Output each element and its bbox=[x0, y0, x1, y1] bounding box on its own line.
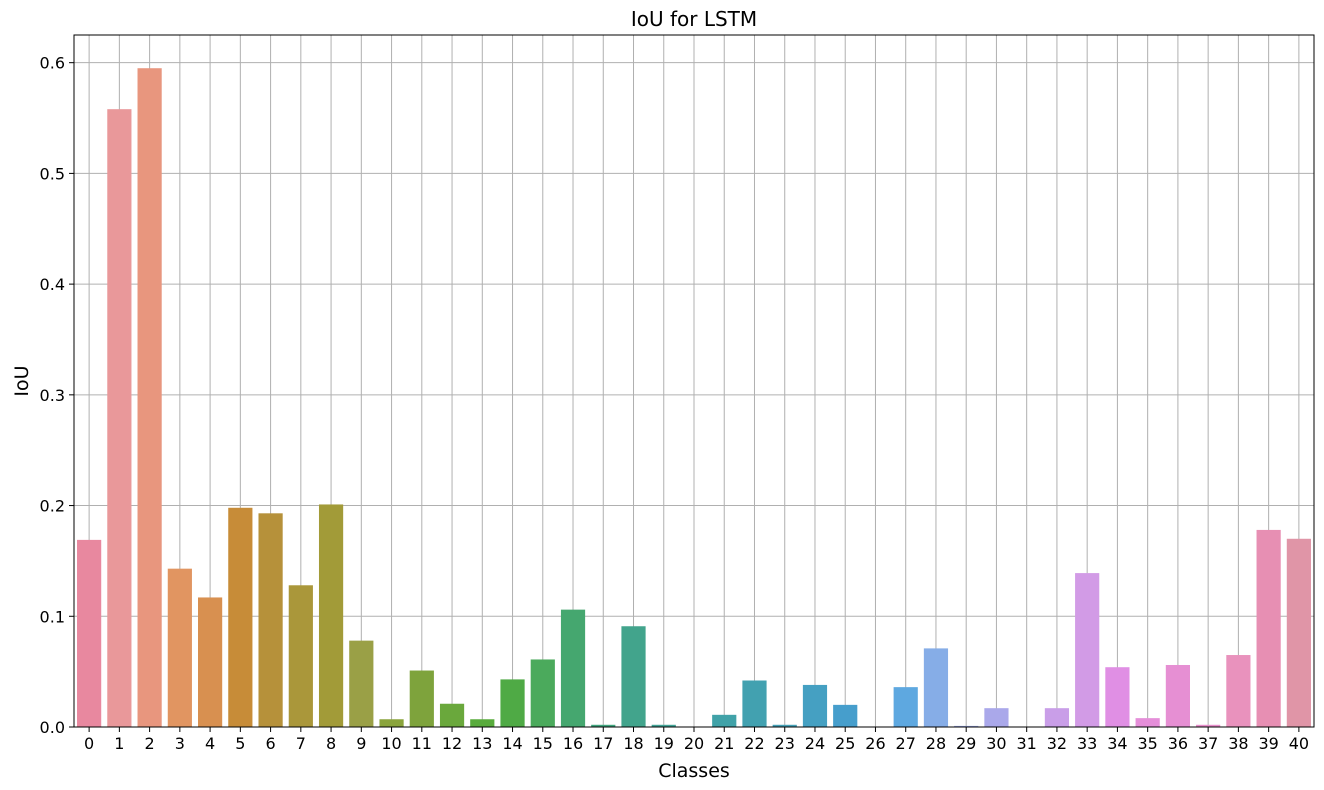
x-tick-label: 14 bbox=[502, 734, 522, 753]
x-axis-ticks: 0 1 2 3 4 5 6 7 8 9 10 11 12 13 14 15 16 17 18 19 20 21 22 23 24… bbox=[84, 727, 1309, 753]
x-tick-label: 7 bbox=[296, 734, 306, 753]
x-tick-label: 17 bbox=[593, 734, 613, 753]
x-tick-label: 33 bbox=[1077, 734, 1097, 753]
y-tick-label: 0.0 bbox=[40, 718, 65, 737]
y-tick-label: 0.2 bbox=[40, 497, 65, 516]
bar-class-40 bbox=[1286, 538, 1311, 727]
bar-class-39 bbox=[1256, 529, 1281, 727]
x-tick-label: 13 bbox=[472, 734, 492, 753]
x-tick-label: 5 bbox=[235, 734, 245, 753]
x-tick-label: 39 bbox=[1258, 734, 1278, 753]
x-tick-label: 1 bbox=[114, 734, 124, 753]
x-tick-label: 35 bbox=[1137, 734, 1157, 753]
bar-class-33 bbox=[1075, 573, 1100, 727]
x-tick-label: 6 bbox=[265, 734, 275, 753]
bar-class-18 bbox=[621, 626, 646, 727]
x-tick-label: 4 bbox=[205, 734, 215, 753]
x-tick-label: 34 bbox=[1107, 734, 1127, 753]
bar-class-7 bbox=[288, 585, 313, 727]
x-tick-label: 29 bbox=[956, 734, 976, 753]
bar-class-19 bbox=[651, 724, 676, 727]
x-tick-label: 12 bbox=[442, 734, 462, 753]
x-tick-label: 25 bbox=[835, 734, 855, 753]
x-tick-label: 16 bbox=[563, 734, 583, 753]
x-tick-label: 8 bbox=[326, 734, 336, 753]
bar-class-4 bbox=[198, 597, 223, 727]
y-tick-label: 0.3 bbox=[40, 386, 65, 405]
bar-class-0 bbox=[77, 539, 102, 727]
y-tick-label: 0.5 bbox=[40, 164, 65, 183]
bar-class-3 bbox=[167, 568, 192, 727]
bar-class-25 bbox=[833, 704, 858, 727]
bar-class-21 bbox=[712, 714, 737, 727]
bar-class-2 bbox=[137, 68, 162, 727]
chart-title: IoU for LSTM bbox=[631, 7, 757, 31]
x-tick-label: 10 bbox=[381, 734, 401, 753]
x-tick-label: 15 bbox=[533, 734, 553, 753]
x-tick-label: 31 bbox=[1017, 734, 1037, 753]
bar-class-36 bbox=[1165, 664, 1190, 727]
x-tick-label: 24 bbox=[805, 734, 825, 753]
bar-class-30 bbox=[984, 708, 1009, 727]
x-tick-label: 18 bbox=[623, 734, 643, 753]
bar-class-8 bbox=[318, 504, 344, 727]
x-tick-label: 19 bbox=[654, 734, 674, 753]
y-axis-ticks: 0.0 0.1 0.2 0.3 0.4 0.5 0.6 bbox=[40, 54, 74, 737]
x-tick-label: 32 bbox=[1047, 734, 1067, 753]
bar-class-34 bbox=[1105, 667, 1130, 727]
x-tick-label: 36 bbox=[1168, 734, 1188, 753]
bar-class-16 bbox=[560, 609, 586, 727]
bar-class-10 bbox=[379, 719, 404, 727]
x-tick-label: 9 bbox=[356, 734, 366, 753]
x-tick-label: 0 bbox=[84, 734, 94, 753]
bar-class-32 bbox=[1044, 708, 1070, 727]
x-tick-label: 37 bbox=[1198, 734, 1218, 753]
x-axis-label: Classes bbox=[658, 760, 730, 782]
x-tick-label: 11 bbox=[412, 734, 432, 753]
bar-class-12 bbox=[439, 703, 465, 727]
bar-class-17 bbox=[591, 724, 616, 727]
x-tick-label: 26 bbox=[865, 734, 885, 753]
bar-class-5 bbox=[228, 507, 253, 727]
y-tick-label: 0.4 bbox=[40, 275, 65, 294]
bar-class-38 bbox=[1226, 655, 1251, 727]
y-tick-label: 0.1 bbox=[40, 607, 65, 626]
bar-class-22 bbox=[742, 680, 767, 727]
y-axis-label: IoU bbox=[11, 365, 33, 396]
x-tick-label: 22 bbox=[744, 734, 764, 753]
bar-class-14 bbox=[500, 679, 525, 727]
x-tick-label: 3 bbox=[175, 734, 185, 753]
x-tick-label: 38 bbox=[1228, 734, 1248, 753]
x-tick-label: 20 bbox=[684, 734, 704, 753]
bar-class-6 bbox=[258, 513, 283, 727]
bars bbox=[77, 68, 1311, 728]
x-tick-label: 2 bbox=[145, 734, 155, 753]
x-tick-label: 40 bbox=[1289, 734, 1309, 753]
x-tick-label: 27 bbox=[896, 734, 916, 753]
bar-class-29 bbox=[954, 725, 979, 727]
bar-class-15 bbox=[530, 659, 555, 727]
bar-class-28 bbox=[923, 648, 949, 727]
bar-class-37 bbox=[1196, 724, 1221, 727]
x-tick-label: 30 bbox=[986, 734, 1006, 753]
x-gridlines bbox=[88, 35, 1300, 727]
bar-class-13 bbox=[470, 719, 495, 727]
bar-class-27 bbox=[893, 687, 918, 727]
y-tick-label: 0.6 bbox=[40, 54, 65, 73]
x-tick-label: 23 bbox=[775, 734, 795, 753]
bar-class-35 bbox=[1135, 718, 1160, 727]
bar-class-11 bbox=[409, 670, 434, 727]
bar-class-9 bbox=[349, 640, 374, 727]
x-tick-label: 21 bbox=[714, 734, 734, 753]
bar-class-23 bbox=[772, 724, 797, 727]
x-tick-label: 28 bbox=[926, 734, 946, 753]
bar-class-24 bbox=[802, 684, 828, 727]
bar-class-1 bbox=[107, 109, 132, 728]
